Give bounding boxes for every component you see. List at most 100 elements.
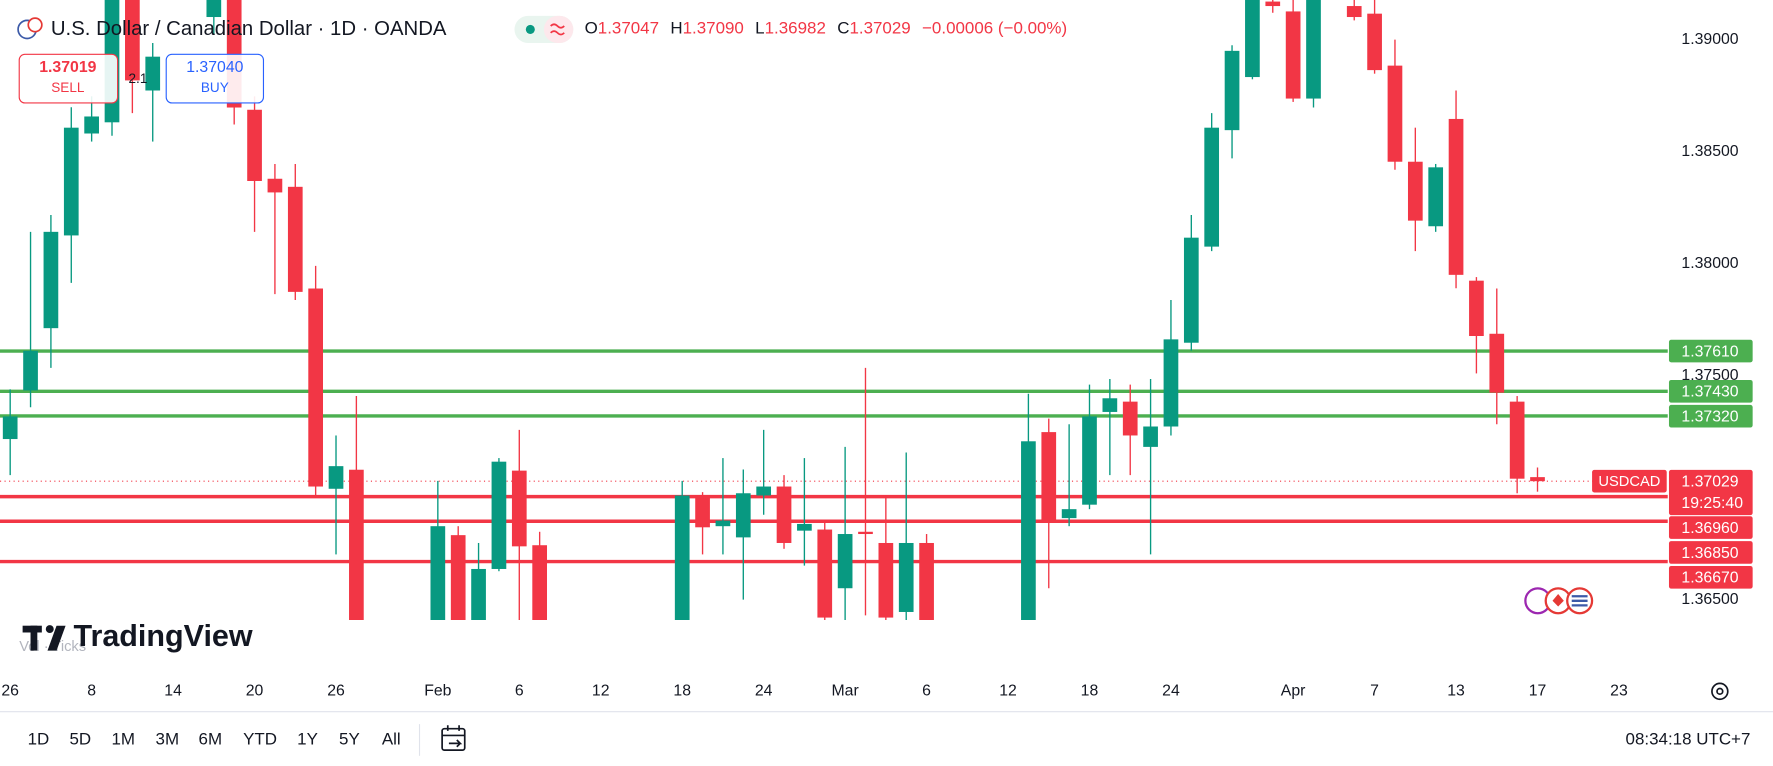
candle-body [858, 531, 873, 535]
level-price-box [1668, 380, 1753, 403]
sell-box[interactable] [18, 53, 119, 104]
candle-body [145, 56, 161, 91]
ohlc-value: 1.37090 [683, 19, 744, 38]
candle-body [23, 350, 38, 391]
x-tick-label: 12 [999, 683, 1017, 700]
x-tick-label: 24 [755, 683, 773, 700]
approx-icon [550, 23, 565, 36]
symbol-title: U.S. Dollar / Canadian Dollar · 1D · OAN… [51, 18, 447, 40]
range-buttons: 1D 5D 1M 3M 6M YTD 1Y 5Y All [28, 729, 401, 748]
buy-box[interactable] [165, 53, 265, 104]
candle-body [287, 186, 303, 292]
sell-button[interactable]: 1.37019 SELL [18, 53, 119, 104]
y-tick-label: 1.38000 [1681, 255, 1738, 272]
candle-body [532, 545, 548, 621]
clock: 08:34:18 UTC+7 [1626, 729, 1751, 748]
candle-body [1387, 65, 1403, 162]
x-tick-label: 20 [246, 683, 264, 700]
level-price-box [1668, 566, 1753, 589]
candle-body [756, 486, 772, 496]
range-button[interactable]: 3M [156, 729, 180, 748]
range-button[interactable]: 5D [69, 729, 91, 748]
flag-mark [1571, 595, 1588, 607]
range-button[interactable]: 1D [28, 729, 50, 748]
x-tick-label: 6 [515, 683, 524, 700]
level-price-box [1668, 404, 1753, 428]
date-range-button[interactable] [441, 725, 466, 752]
event-icons[interactable] [1524, 587, 1594, 615]
candle-body [247, 109, 262, 181]
symbol-box [1592, 469, 1667, 493]
candle-body [1061, 509, 1077, 519]
pill-bg [543, 15, 574, 43]
candle-body [1021, 441, 1036, 621]
range-button[interactable]: 5Y [339, 729, 360, 748]
candle-body [349, 469, 364, 621]
symbol-label: USDCAD [1598, 474, 1660, 490]
candle-body [1204, 127, 1220, 247]
candle-body [125, 0, 140, 81]
ohlc-value: 1.36982 [765, 19, 826, 38]
candle-body [84, 116, 99, 134]
candle-body [878, 542, 894, 618]
countdown-label: 19:25:40 [1681, 495, 1743, 512]
spread: 2.1 [129, 71, 148, 86]
candle-body [1306, 0, 1321, 99]
candle-body [1469, 280, 1484, 337]
range-button[interactable]: 1Y [297, 729, 318, 748]
candle-body [1041, 432, 1057, 521]
level-price-label: 1.36960 [1681, 520, 1738, 537]
level-price-box [1668, 516, 1753, 539]
calendar-icon[interactable] [441, 727, 466, 752]
candle-body [1183, 237, 1199, 343]
candle-body [1082, 416, 1097, 505]
candle-body [1509, 401, 1525, 479]
buy-label: BUY [201, 80, 229, 95]
logo-part [47, 625, 66, 651]
ohlc-change: −0.00006 (−0.00%) [922, 19, 1067, 38]
candle-body [328, 466, 344, 489]
candle-body [1367, 13, 1382, 71]
ohlc-key: O [585, 19, 598, 38]
candle-body [1346, 6, 1362, 18]
x-tick-label: Feb [424, 683, 451, 700]
sell-price: 1.37019 [39, 59, 96, 76]
candle-body [63, 127, 79, 236]
ohlc-key: C [837, 19, 849, 38]
candle-body [817, 529, 833, 618]
x-tick-label: 17 [1529, 683, 1547, 700]
buy-button[interactable]: 1.37040 BUY [165, 53, 265, 104]
candle-body [797, 523, 812, 531]
settings-button[interactable] [1711, 682, 1729, 701]
candle-body [898, 542, 914, 612]
range-button[interactable]: All [382, 729, 401, 748]
x-tick-label: Mar [831, 683, 859, 700]
candle-body [1530, 477, 1545, 482]
candle-body [1143, 426, 1158, 447]
x-tick-label: 7 [1370, 683, 1379, 700]
level-price-label: 1.36850 [1681, 545, 1738, 562]
range-button[interactable]: 1M [111, 729, 135, 748]
x-tick-label: 12 [592, 683, 610, 700]
brand-text: TradingView [73, 619, 252, 653]
level-price-box [1668, 541, 1753, 564]
ohlc-key: H [670, 19, 682, 38]
plot-area [0, 0, 1668, 621]
y-tick-label: 1.37500 [1681, 367, 1738, 384]
status-pill[interactable] [514, 15, 574, 43]
candle-body [1122, 401, 1138, 436]
candle-body [1448, 118, 1464, 275]
candle-body [1285, 11, 1301, 99]
x-tick-label: 26 [327, 683, 345, 700]
candle-body [267, 178, 283, 193]
x-tick-label: 23 [1610, 683, 1628, 700]
ohlc-value: 1.37047 [598, 19, 659, 38]
level-price-label: 1.37610 [1681, 343, 1738, 360]
candle-body [695, 495, 710, 528]
x-tick-label: 13 [1447, 683, 1465, 700]
range-button[interactable]: 6M [199, 729, 223, 748]
symbol-icon [17, 17, 43, 40]
last-price-box [1668, 469, 1753, 516]
range-button[interactable]: YTD [243, 729, 277, 748]
candle-body [1245, 0, 1260, 78]
